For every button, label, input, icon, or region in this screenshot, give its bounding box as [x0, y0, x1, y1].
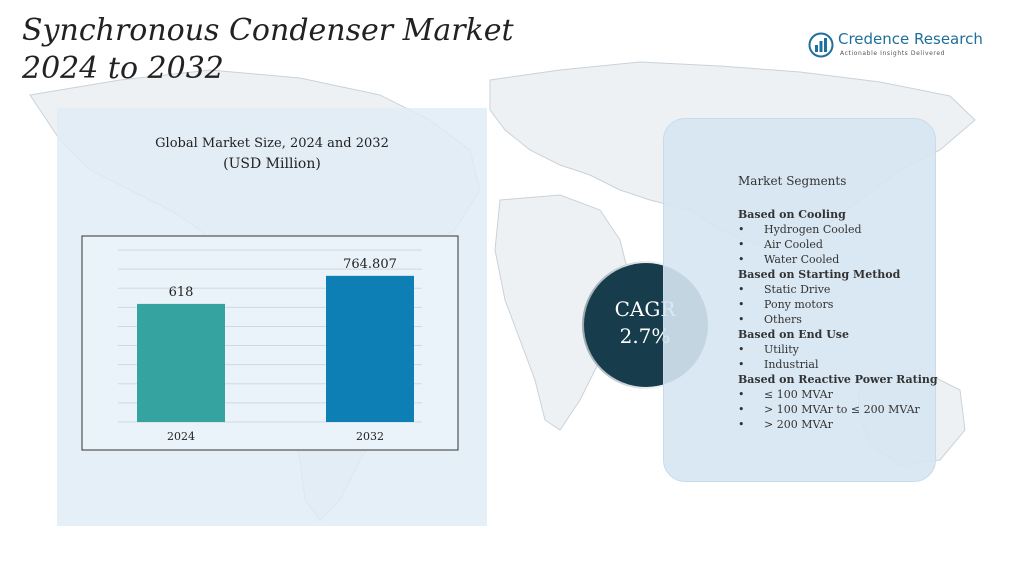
bullet-icon: • [738, 238, 745, 251]
bullet-icon: • [738, 253, 745, 266]
segment-item: • Static Drive [738, 282, 934, 297]
segment-item: • Others [738, 312, 934, 327]
bar-2032 [326, 275, 414, 422]
chart-title: Global Market Size, 2024 and 2032 [155, 136, 389, 151]
bullet-icon: • [738, 298, 745, 311]
segments-title: Market Segments [738, 174, 847, 188]
title-line-2: 2024 to 2032 [22, 51, 224, 86]
bullet-icon: • [738, 283, 745, 296]
category-label-2024: 2024 [167, 430, 195, 443]
market-size-panel: Global Market Size, 2024 and 2032 (USD M… [57, 108, 487, 526]
segment-item-label: > 200 MVAr [764, 418, 833, 431]
segment-item: • Pony motors [738, 297, 934, 312]
segment-item-label: Static Drive [764, 283, 831, 296]
segment-item-label: Water Cooled [764, 253, 840, 266]
segment-item-label: Industrial [764, 358, 819, 371]
segment-item-label: Air Cooled [764, 238, 823, 251]
bar-chart-circle-icon [808, 32, 834, 58]
bullet-icon: • [738, 313, 745, 326]
segments-list: Based on Cooling • Hydrogen Cooled • Air Coo… [738, 207, 938, 432]
cagr-value: 2.7% [619, 324, 671, 348]
segment-item-label: ≤ 100 MVAr [764, 388, 833, 401]
logo-name: Credence Research [838, 30, 983, 48]
segment-item-label: Utility [764, 343, 799, 356]
data-label-2024: 618 [169, 285, 194, 300]
segment-heading: Based on End Use [738, 328, 849, 341]
segment-item: • ≤ 100 MVAr [738, 387, 934, 402]
segment-item: • Industrial [738, 357, 934, 372]
segment-heading: Based on Cooling [738, 208, 846, 221]
segment-item: • Hydrogen Cooled [738, 222, 934, 237]
market-size-bar-chart: 618 2024 764.807 2032 [81, 235, 459, 451]
bullet-icon: • [738, 343, 745, 356]
logo-tagline: Actionable Insights Delivered [840, 50, 946, 57]
segment-item-label: Pony motors [764, 298, 834, 311]
bullet-icon: • [738, 223, 745, 236]
segment-item-label: Hydrogen Cooled [764, 223, 862, 236]
segment-item-label: > 100 MVAr to ≤ 200 MVAr [764, 403, 920, 416]
bullet-icon: • [738, 358, 745, 371]
segment-item-label: Others [764, 313, 802, 326]
data-label-2032: 764.807 [343, 257, 397, 272]
bullet-icon: • [738, 418, 745, 431]
page-title: Synchronous Condenser Market 2024 to 203… [22, 12, 514, 88]
segment-heading: Based on Reactive Power Rating [738, 373, 938, 386]
category-label-2032: 2032 [356, 430, 384, 443]
title-line-1: Synchronous Condenser Market [22, 13, 514, 48]
bullet-icon: • [738, 388, 745, 401]
bar-2024 [137, 303, 225, 422]
segment-item: • > 200 MVAr [738, 417, 934, 432]
segment-item: • > 100 MVAr to ≤ 200 MVAr [738, 402, 934, 417]
bullet-icon: • [738, 403, 745, 416]
segment-item: • Utility [738, 342, 934, 357]
market-segments-panel: Market Segments Based on Cooling • Hydroge… [663, 118, 938, 482]
segment-item: • Water Cooled [738, 252, 934, 267]
segment-heading: Based on Starting Method [738, 268, 901, 281]
segment-item: • Air Cooled [738, 237, 934, 252]
company-logo: Credence Research Actionable Insights De… [808, 30, 983, 62]
chart-unit: (USD Million) [223, 156, 321, 172]
